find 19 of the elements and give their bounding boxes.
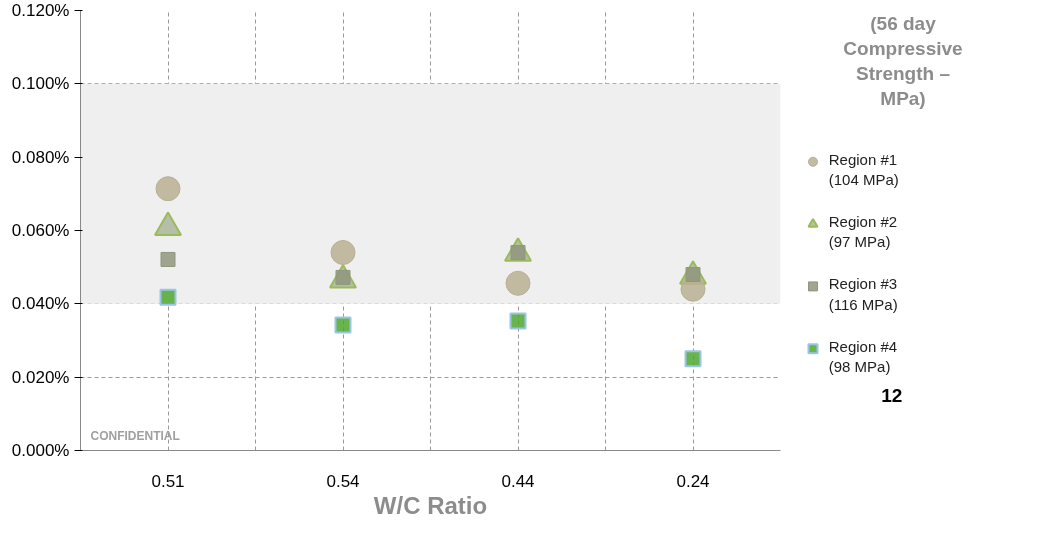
legend-label: Region #1 (104 MPa): [828, 150, 899, 189]
y-tick-label: 0.120%: [11, 1, 70, 20]
legend-label: Region #3 (116 MPa): [828, 275, 898, 313]
x-tick-label: 0.44: [501, 471, 535, 491]
x-tick-label: 0.51: [151, 471, 185, 491]
x-tick-label: 0.24: [676, 471, 710, 491]
y-tick-label: 0.060%: [11, 221, 70, 240]
annotation: CONFIDENTIAL: [90, 428, 180, 443]
x-axis-title: W/C Ratio: [373, 491, 488, 519]
x-tick-label: 0.54: [326, 471, 360, 491]
legend-title: (56 day Compressive Strength – MPa): [843, 12, 963, 110]
y-tick-label: 0.040%: [11, 294, 70, 314]
text: 12: [881, 385, 903, 407]
legend-label: Region #4 (98 MPa): [828, 337, 898, 375]
y-tick-label: 0.100%: [11, 74, 70, 94]
y-tick-label: 0.000%: [11, 441, 70, 460]
legend-label: Region #2 (97 MPa): [828, 212, 898, 251]
y-tick-label: 0.020%: [11, 367, 70, 387]
y-tick-label: 0.080%: [11, 147, 70, 167]
